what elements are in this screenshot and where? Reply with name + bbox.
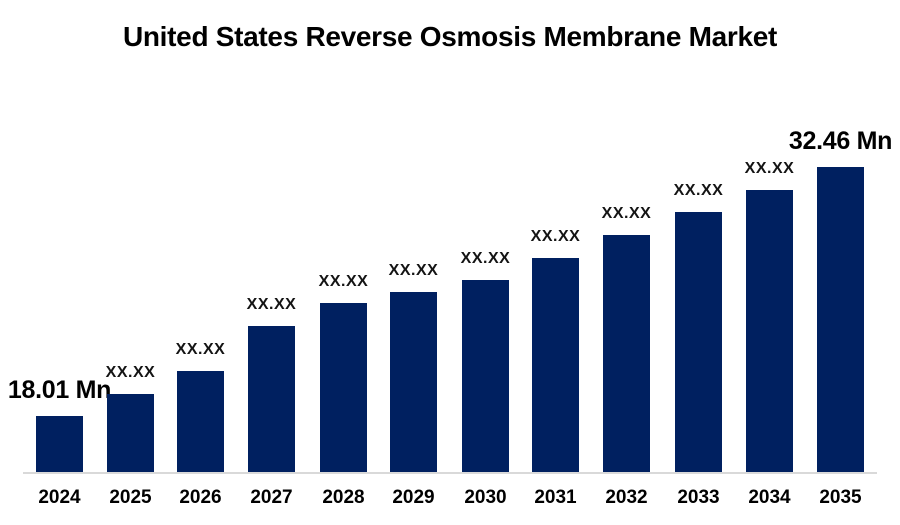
- value-label-2034: XX.XX: [744, 160, 795, 177]
- value-label-2028: XX.XX: [318, 273, 369, 290]
- bar-2027: [248, 326, 295, 472]
- year-label-2030: 2030: [464, 487, 507, 508]
- bar-2029: [390, 292, 437, 472]
- bar-2033: [675, 212, 722, 472]
- year-label-2027: 2027: [250, 487, 293, 508]
- year-label-2029: 2029: [392, 487, 435, 508]
- value-label-2032: XX.XX: [601, 205, 652, 222]
- value-label-2026: XX.XX: [175, 341, 226, 358]
- year-label-2031: 2031: [534, 487, 577, 508]
- value-label-2024: 18.01 Mn: [7, 376, 112, 404]
- value-label-2025: XX.XX: [105, 364, 156, 381]
- x-axis-baseline: [23, 472, 877, 474]
- year-label-2028: 2028: [322, 487, 365, 508]
- value-label-2027: XX.XX: [246, 296, 297, 313]
- year-label-2025: 2025: [109, 487, 152, 508]
- value-label-2029: XX.XX: [388, 262, 439, 279]
- bar-2032: [603, 235, 650, 472]
- bar-2031: [532, 258, 579, 472]
- year-label-2026: 2026: [179, 487, 222, 508]
- bar-2035: [817, 167, 864, 472]
- bar-2025: [107, 394, 154, 472]
- chart-title: United States Reverse Osmosis Membrane M…: [122, 21, 778, 52]
- bar-2030: [462, 280, 509, 472]
- value-label-2030: XX.XX: [460, 250, 511, 267]
- year-label-2035: 2035: [819, 487, 862, 508]
- year-label-2032: 2032: [605, 487, 648, 508]
- year-label-2033: 2033: [677, 487, 720, 508]
- bar-2024: [36, 416, 83, 472]
- value-label-2031: XX.XX: [530, 228, 581, 245]
- bar-2034: [746, 190, 793, 472]
- year-label-2024: 2024: [38, 487, 81, 508]
- value-label-2033: XX.XX: [673, 182, 724, 199]
- bar-2028: [320, 303, 367, 472]
- year-label-2034: 2034: [748, 487, 791, 508]
- value-label-2035: 32.46 Mn: [788, 127, 893, 155]
- bar-2026: [177, 371, 224, 472]
